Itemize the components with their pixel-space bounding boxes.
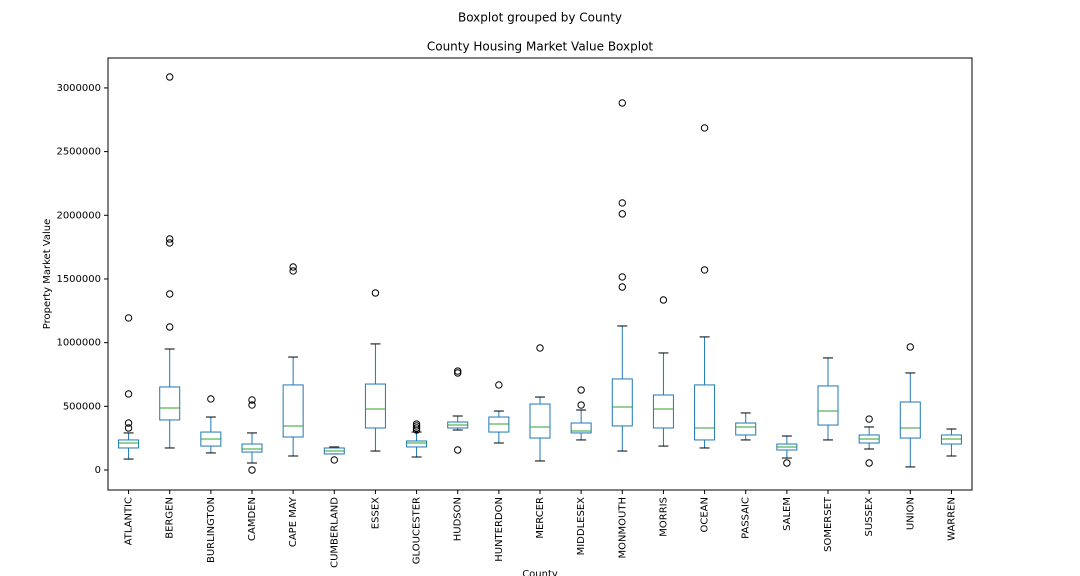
flier <box>659 296 668 304</box>
y-axis-label: Property Market Value <box>42 219 53 330</box>
flier <box>454 369 462 377</box>
flier <box>618 99 626 107</box>
plot-frame <box>107 57 973 491</box>
flier <box>124 314 133 322</box>
x-tick-label: CAMDEN <box>247 497 258 541</box>
box <box>159 386 181 421</box>
box <box>241 443 263 453</box>
flier <box>124 390 133 398</box>
flier <box>166 73 174 81</box>
x-tick-label: HUDSON <box>453 497 464 541</box>
flier <box>289 263 297 271</box>
y-tick-label: 3000000 <box>56 83 101 94</box>
box <box>118 439 140 449</box>
x-tick-label: ATLANTIC <box>124 497 135 545</box>
x-tick-label: MIDDLESEX <box>576 497 587 556</box>
x-tick-label: CAPE MAY <box>288 496 299 547</box>
flier <box>207 395 215 403</box>
x-tick-label: BURLINGTON <box>206 497 217 563</box>
flier <box>783 459 791 467</box>
flier <box>577 401 585 409</box>
y-tick-label: 2500000 <box>56 147 101 158</box>
box <box>364 383 386 429</box>
x-tick-label: CUMBERLAND <box>329 497 340 568</box>
flier <box>454 367 462 375</box>
flier <box>577 386 585 394</box>
y-tick-label: 1000000 <box>56 338 101 349</box>
flier <box>618 283 626 291</box>
flier <box>289 267 297 275</box>
x-tick-label: MERCER <box>535 497 546 539</box>
box <box>282 384 304 438</box>
flier <box>124 419 133 427</box>
flier <box>412 422 421 430</box>
chart-title: County Housing Market Value Boxplot <box>427 40 654 54</box>
x-tick-label: SALEM <box>782 497 793 531</box>
flier <box>371 289 380 297</box>
x-tick-label: PASSAIC <box>741 497 752 539</box>
flier <box>248 396 256 404</box>
flier <box>412 426 421 434</box>
y-tick-label: 500000 <box>63 401 101 412</box>
flier <box>166 235 174 243</box>
flier <box>330 456 338 464</box>
x-tick-label: GLOUCESTER <box>412 497 423 564</box>
y-tick-label: 0 <box>95 465 101 476</box>
box <box>735 422 757 436</box>
x-tick-label: MONMOUTH <box>617 497 628 558</box>
x-tick-label: SOMERSET <box>823 496 834 552</box>
box <box>694 384 716 441</box>
x-tick-label: HUNTERDON <box>494 497 505 562</box>
flier <box>865 415 873 423</box>
x-tick-label: OCEAN <box>700 497 711 533</box>
x-tick-label: BERGEN <box>165 497 176 539</box>
x-tick-label: SUSSEX <box>864 497 875 537</box>
box <box>817 385 839 426</box>
flier <box>248 466 256 474</box>
flier <box>700 124 709 132</box>
flier <box>124 424 133 432</box>
y-tick-label: 2000000 <box>56 210 101 221</box>
flier <box>166 290 174 298</box>
flier <box>166 323 174 331</box>
box <box>652 394 674 429</box>
flier <box>412 424 421 432</box>
box <box>488 416 510 433</box>
x-tick-label: MORRIS <box>658 497 669 537</box>
chart-suptitle: Boxplot grouped by County <box>458 11 622 25</box>
flier <box>906 343 914 351</box>
flier <box>618 210 626 218</box>
flier <box>700 266 709 274</box>
flier <box>618 273 626 281</box>
flier <box>495 381 503 389</box>
x-tick-label: UNION <box>905 497 916 530</box>
box <box>529 403 551 439</box>
flier <box>865 459 873 467</box>
box <box>406 440 428 448</box>
flier <box>536 344 544 352</box>
flier <box>248 401 256 409</box>
x-tick-label: ESSEX <box>370 497 381 529</box>
box <box>611 378 633 427</box>
x-axis-label: County <box>522 569 558 576</box>
flier <box>454 446 462 454</box>
flier <box>166 239 174 247</box>
x-tick-label: WARREN <box>946 497 957 541</box>
box <box>570 422 592 434</box>
box <box>899 401 921 439</box>
y-tick-label: 1500000 <box>56 274 101 285</box>
flier <box>618 199 626 207</box>
